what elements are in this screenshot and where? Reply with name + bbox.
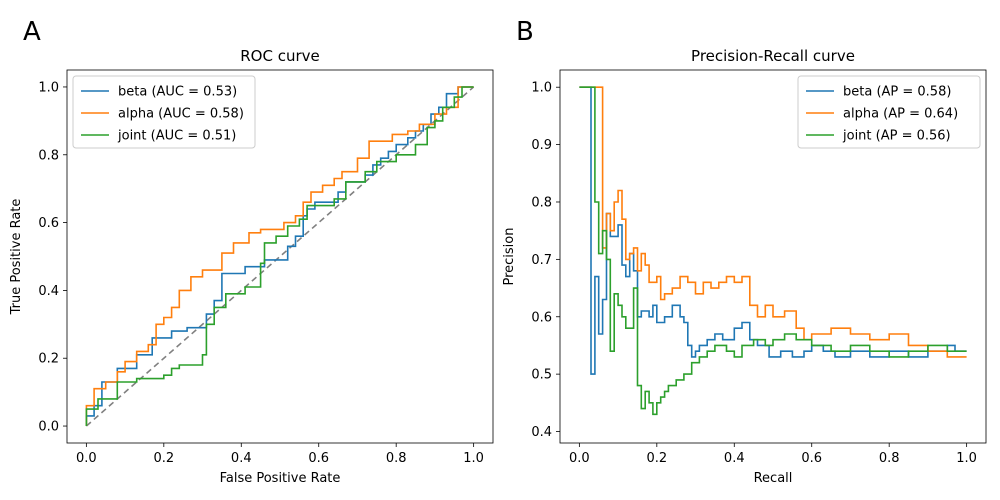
pr-xtick-label: 0.0 <box>569 451 590 466</box>
roc-series-2 <box>85 86 474 426</box>
roc-ytick-label: 0.2 <box>38 352 59 367</box>
precision-recall-chart: 0.0 0.2 0.4 0.6 0.8 1.0 0.4 0.5 0.6 0.7 0.8 0.9 1.0 P… <box>502 47 987 486</box>
pr-chart-title: Precision-Recall curve <box>691 47 855 65</box>
pr-xtick-label: 0.8 <box>879 451 900 466</box>
pr-xtick-label: 1.0 <box>956 451 977 466</box>
pr-xtick-label: 0.6 <box>801 451 822 466</box>
pr-series-0 <box>579 86 967 375</box>
roc-x-axis-label: False Positive Rate <box>220 471 341 486</box>
pr-ytick-label: 0.9 <box>531 138 552 153</box>
pr-series-1 <box>579 86 967 358</box>
pr-ytick-label: 0.4 <box>531 425 552 440</box>
pr-legend-entry: joint (AP = 0.56) <box>842 129 951 144</box>
roc-chart-title: ROC curve <box>240 47 320 65</box>
pr-ytick-label: 0.8 <box>531 195 552 210</box>
roc-legend-entry: joint (AUC = 0.51) <box>117 129 236 144</box>
panel-label-b: B <box>516 17 534 47</box>
roc-legend-entry: beta (AUC = 0.53) <box>118 85 237 100</box>
roc-xtick-label: 0.2 <box>153 451 174 466</box>
pr-y-axis-label: Precision <box>502 227 517 285</box>
pr-ytick-label: 0.5 <box>531 368 552 383</box>
panel-label-a: A <box>23 17 41 47</box>
pr-xtick-label: 0.4 <box>724 451 745 466</box>
roc-xtick-label: 0.4 <box>231 451 252 466</box>
pr-xtick-label: 0.2 <box>646 451 667 466</box>
roc-chart: 0.0 0.2 0.4 0.6 0.8 1.0 0.0 0.2 0.4 0.6 0.8 1.0 ROC … <box>9 47 494 486</box>
roc-xtick-label: 0.0 <box>76 451 97 466</box>
roc-legend: beta (AUC = 0.53) alpha (AUC = 0.58) joint… <box>72 75 256 149</box>
pr-legend-entry: beta (AP = 0.58) <box>843 85 951 100</box>
roc-series-1 <box>85 86 474 426</box>
pr-series-2 <box>579 86 967 416</box>
pr-ytick-label: 0.6 <box>531 310 552 325</box>
roc-ytick-label: 0.8 <box>38 148 59 163</box>
pr-legend: beta (AP = 0.58) alpha (AP = 0.64) joint (… <box>797 75 981 149</box>
roc-ytick-label: 0.4 <box>38 284 59 299</box>
roc-xtick-label: 0.8 <box>386 451 407 466</box>
roc-ytick-label: 0.0 <box>38 420 59 435</box>
pr-axes-frame <box>559 69 987 444</box>
roc-ytick-label: 1.0 <box>38 80 59 95</box>
roc-chance-line <box>85 86 475 427</box>
pr-x-axis-label: Recall <box>754 471 793 486</box>
roc-legend-entry: alpha (AUC = 0.58) <box>118 107 244 122</box>
roc-xtick-label: 0.6 <box>308 451 329 466</box>
pr-legend-entry: alpha (AP = 0.64) <box>843 107 958 122</box>
pr-ytick-label: 1.0 <box>531 81 552 96</box>
pr-ytick-label: 0.7 <box>531 253 552 268</box>
pr-legend-box <box>797 75 981 149</box>
roc-ytick-label: 0.6 <box>38 216 59 231</box>
roc-y-axis-label: True Positive Rate <box>9 199 24 316</box>
roc-xtick-label: 1.0 <box>463 451 484 466</box>
roc-legend-box <box>72 75 256 149</box>
roc-axes-frame <box>66 69 494 444</box>
